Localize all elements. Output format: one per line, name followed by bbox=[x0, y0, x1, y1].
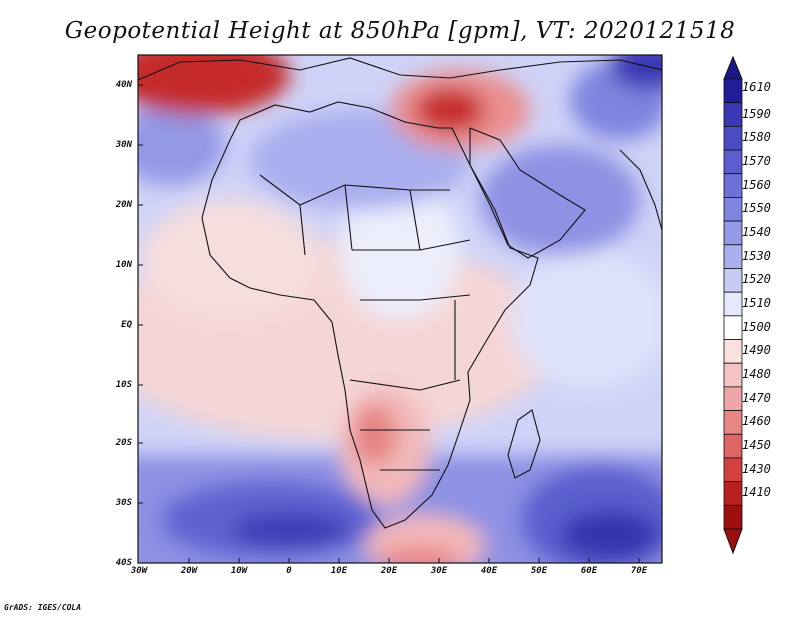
colorbar-swatch bbox=[723, 315, 743, 340]
colorbar-level-label: 1510 bbox=[742, 296, 771, 310]
colorbar-level-label: 1520 bbox=[742, 272, 771, 287]
colorbar-level-label: 1590 bbox=[742, 106, 771, 121]
coastlines bbox=[138, 57, 662, 529]
colorbar-swatch bbox=[723, 504, 743, 530]
colorbar-level-label: 1530 bbox=[742, 248, 771, 263]
lat-label: 20N bbox=[115, 200, 132, 210]
colorbar-level-label: 1430 bbox=[742, 461, 771, 476]
colorbar bbox=[723, 55, 743, 555]
colorbar-level-label: 1450 bbox=[742, 438, 771, 453]
colorbar-swatch bbox=[723, 244, 743, 269]
colorbar-swatch bbox=[723, 362, 743, 388]
colorbar-swatch bbox=[723, 410, 743, 435]
map-frame bbox=[137, 54, 663, 564]
colorbar-level-label: 1560 bbox=[742, 177, 771, 192]
map-title: Geopotential Height at 850hPa [gpm], VT:… bbox=[64, 18, 736, 44]
colorbar-swatch bbox=[723, 457, 743, 483]
lon-label: 10E bbox=[330, 566, 348, 576]
colorbar-swatch bbox=[723, 102, 743, 127]
lon-label: 10W bbox=[230, 566, 248, 576]
colorbar-top-arrow bbox=[723, 55, 743, 80]
madagascar-coastline bbox=[507, 409, 541, 479]
colorbar-level-label: 1470 bbox=[742, 390, 771, 405]
colorbar-bottom-arrow bbox=[723, 528, 743, 555]
colorbar-swatch bbox=[723, 197, 743, 222]
india-coastline bbox=[619, 149, 662, 231]
colorbar-swatch bbox=[723, 173, 743, 198]
lat-label: 40N bbox=[115, 80, 132, 90]
lon-label: 40E bbox=[480, 566, 498, 576]
africa-coastline bbox=[201, 101, 539, 529]
lon-label: 20E bbox=[380, 566, 398, 576]
lat-label: 20S bbox=[115, 438, 132, 448]
lon-label: 20W bbox=[180, 566, 198, 576]
lat-label: 30S bbox=[115, 498, 132, 508]
europe-coastline bbox=[138, 57, 662, 81]
colorbar-level-label: 1540 bbox=[742, 224, 771, 239]
lat-label: 30N bbox=[115, 140, 132, 150]
lon-label: 0 bbox=[286, 566, 292, 576]
lat-label: EQ bbox=[121, 320, 132, 330]
colorbar-level-label: 1460 bbox=[742, 414, 771, 429]
colorbar-level-label: 1580 bbox=[742, 130, 771, 145]
lat-label: 10N bbox=[115, 260, 132, 270]
colorbar-swatch bbox=[723, 386, 743, 411]
map-ticks bbox=[138, 84, 640, 563]
colorbar-swatch bbox=[723, 339, 743, 364]
colorbar-level-label: 1410 bbox=[742, 485, 771, 500]
colorbar-level-label: 1550 bbox=[742, 201, 771, 216]
colorbar-swatch bbox=[723, 125, 743, 151]
colorbar-swatch bbox=[723, 78, 743, 104]
colorbar-level-label: 1490 bbox=[742, 343, 771, 358]
lat-label: 40S bbox=[115, 558, 132, 568]
country-borders bbox=[259, 174, 471, 471]
colorbar-swatch bbox=[723, 433, 743, 459]
lat-label: 10S bbox=[115, 380, 132, 390]
colorbar-swatch bbox=[723, 481, 743, 506]
colorbar-swatch bbox=[723, 268, 743, 293]
lon-label: 30E bbox=[430, 566, 448, 576]
colorbar-swatch bbox=[723, 220, 743, 246]
lon-label: 70E bbox=[630, 566, 648, 576]
lon-label: 60E bbox=[580, 566, 598, 576]
lon-label: 50E bbox=[530, 566, 548, 576]
arabia-coastline bbox=[469, 127, 586, 259]
colorbar-swatch bbox=[723, 149, 743, 175]
colorbar-swatch bbox=[723, 291, 743, 317]
colorbar-level-label: 1570 bbox=[742, 153, 771, 168]
credit-text: GrADS: IGES/COLA bbox=[4, 603, 82, 612]
colorbar-level-label: 1480 bbox=[742, 367, 771, 382]
lon-label: 30W bbox=[130, 566, 148, 576]
colorbar-level-label: 1500 bbox=[742, 319, 771, 334]
colorbar-level-label: 1610 bbox=[742, 80, 771, 94]
